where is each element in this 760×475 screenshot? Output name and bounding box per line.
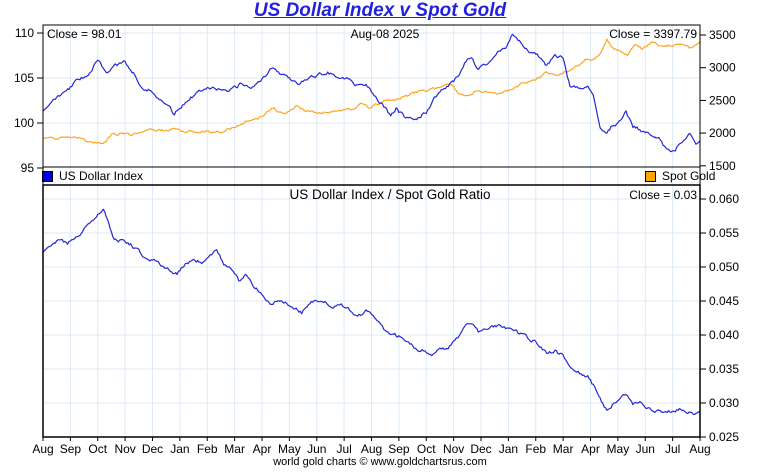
ratio-close-label: Close = 0.03 (629, 188, 697, 202)
usd-legend-label: US Dollar Index (59, 169, 144, 183)
gold-axis-label: 3500 (709, 28, 736, 42)
month-label: Apr (253, 442, 272, 456)
ratio-axis-label: 0.050 (709, 260, 739, 274)
footer-credit: world gold charts © www.goldchartsrus.co… (273, 456, 487, 468)
usd-index-line (43, 33, 700, 153)
month-label: Jul (665, 442, 680, 456)
ratio-axis-label: 0.045 (709, 294, 739, 308)
month-label: Feb (197, 442, 218, 456)
ratio-axis-label: 0.040 (709, 328, 739, 342)
usd-gold-ratio-line (43, 208, 700, 416)
chart-title-text: US Dollar Index v Spot Gold (253, 0, 507, 21)
usd-legend-swatch-icon (42, 170, 53, 182)
usd-axis-label: 95 (21, 161, 35, 175)
legend-gold: Spot Gold (645, 169, 715, 183)
gold-legend-label: Spot Gold (662, 169, 716, 183)
month-label: Mar (553, 442, 574, 456)
legend-usd: US Dollar Index (42, 169, 143, 183)
month-label: Aug (32, 442, 53, 456)
ratio-axis-label: 0.035 (709, 362, 739, 376)
page-title: US Dollar Index v Spot Gold (0, 0, 760, 22)
month-label: Dec (142, 442, 163, 456)
month-label: Mar (224, 442, 245, 456)
ratio-axis-label: 0.030 (709, 396, 739, 410)
month-label: Jan (170, 442, 189, 456)
ratio-panel-title: US Dollar Index / Spot Gold Ratio (289, 187, 491, 202)
gold-legend-swatch-icon (645, 170, 656, 182)
usd-axis-label: 105 (14, 71, 34, 85)
gold-axis-label: 2000 (709, 126, 736, 140)
month-label: Aug (689, 442, 710, 456)
usd-close-label: Close = 98.01 (47, 27, 122, 41)
usd-axis-label: 100 (14, 116, 34, 130)
month-label: Apr (581, 442, 600, 456)
date-label: Aug-08 2025 (350, 27, 420, 41)
month-label: Oct (88, 442, 107, 456)
usd-axis-label: 110 (15, 26, 34, 40)
gold-axis-label: 3000 (709, 61, 736, 75)
month-label: Dec (470, 442, 491, 456)
month-label: Jun (636, 442, 655, 456)
ratio-axis-label: 0.025 (709, 430, 739, 444)
month-label: Aug (361, 442, 382, 456)
gold-axis-label: 2500 (709, 93, 736, 107)
month-label: Sep (60, 442, 82, 456)
month-label: Nov (114, 442, 135, 456)
month-label: May (607, 442, 630, 456)
ratio-axis-label: 0.060 (709, 192, 739, 206)
month-label: Jul (336, 442, 351, 456)
month-label: May (278, 442, 301, 456)
month-label: Jan (499, 442, 518, 456)
month-label: Nov (443, 442, 464, 456)
month-label: Oct (417, 442, 436, 456)
gold-close-label: Close = 3397.79 (609, 27, 697, 41)
gold-axis-label: 1500 (709, 159, 736, 173)
month-label: Feb (525, 442, 546, 456)
month-label: Sep (388, 442, 410, 456)
spot-gold-line (43, 38, 700, 145)
month-label: Jun (307, 442, 326, 456)
ratio-axis-label: 0.055 (709, 226, 739, 240)
